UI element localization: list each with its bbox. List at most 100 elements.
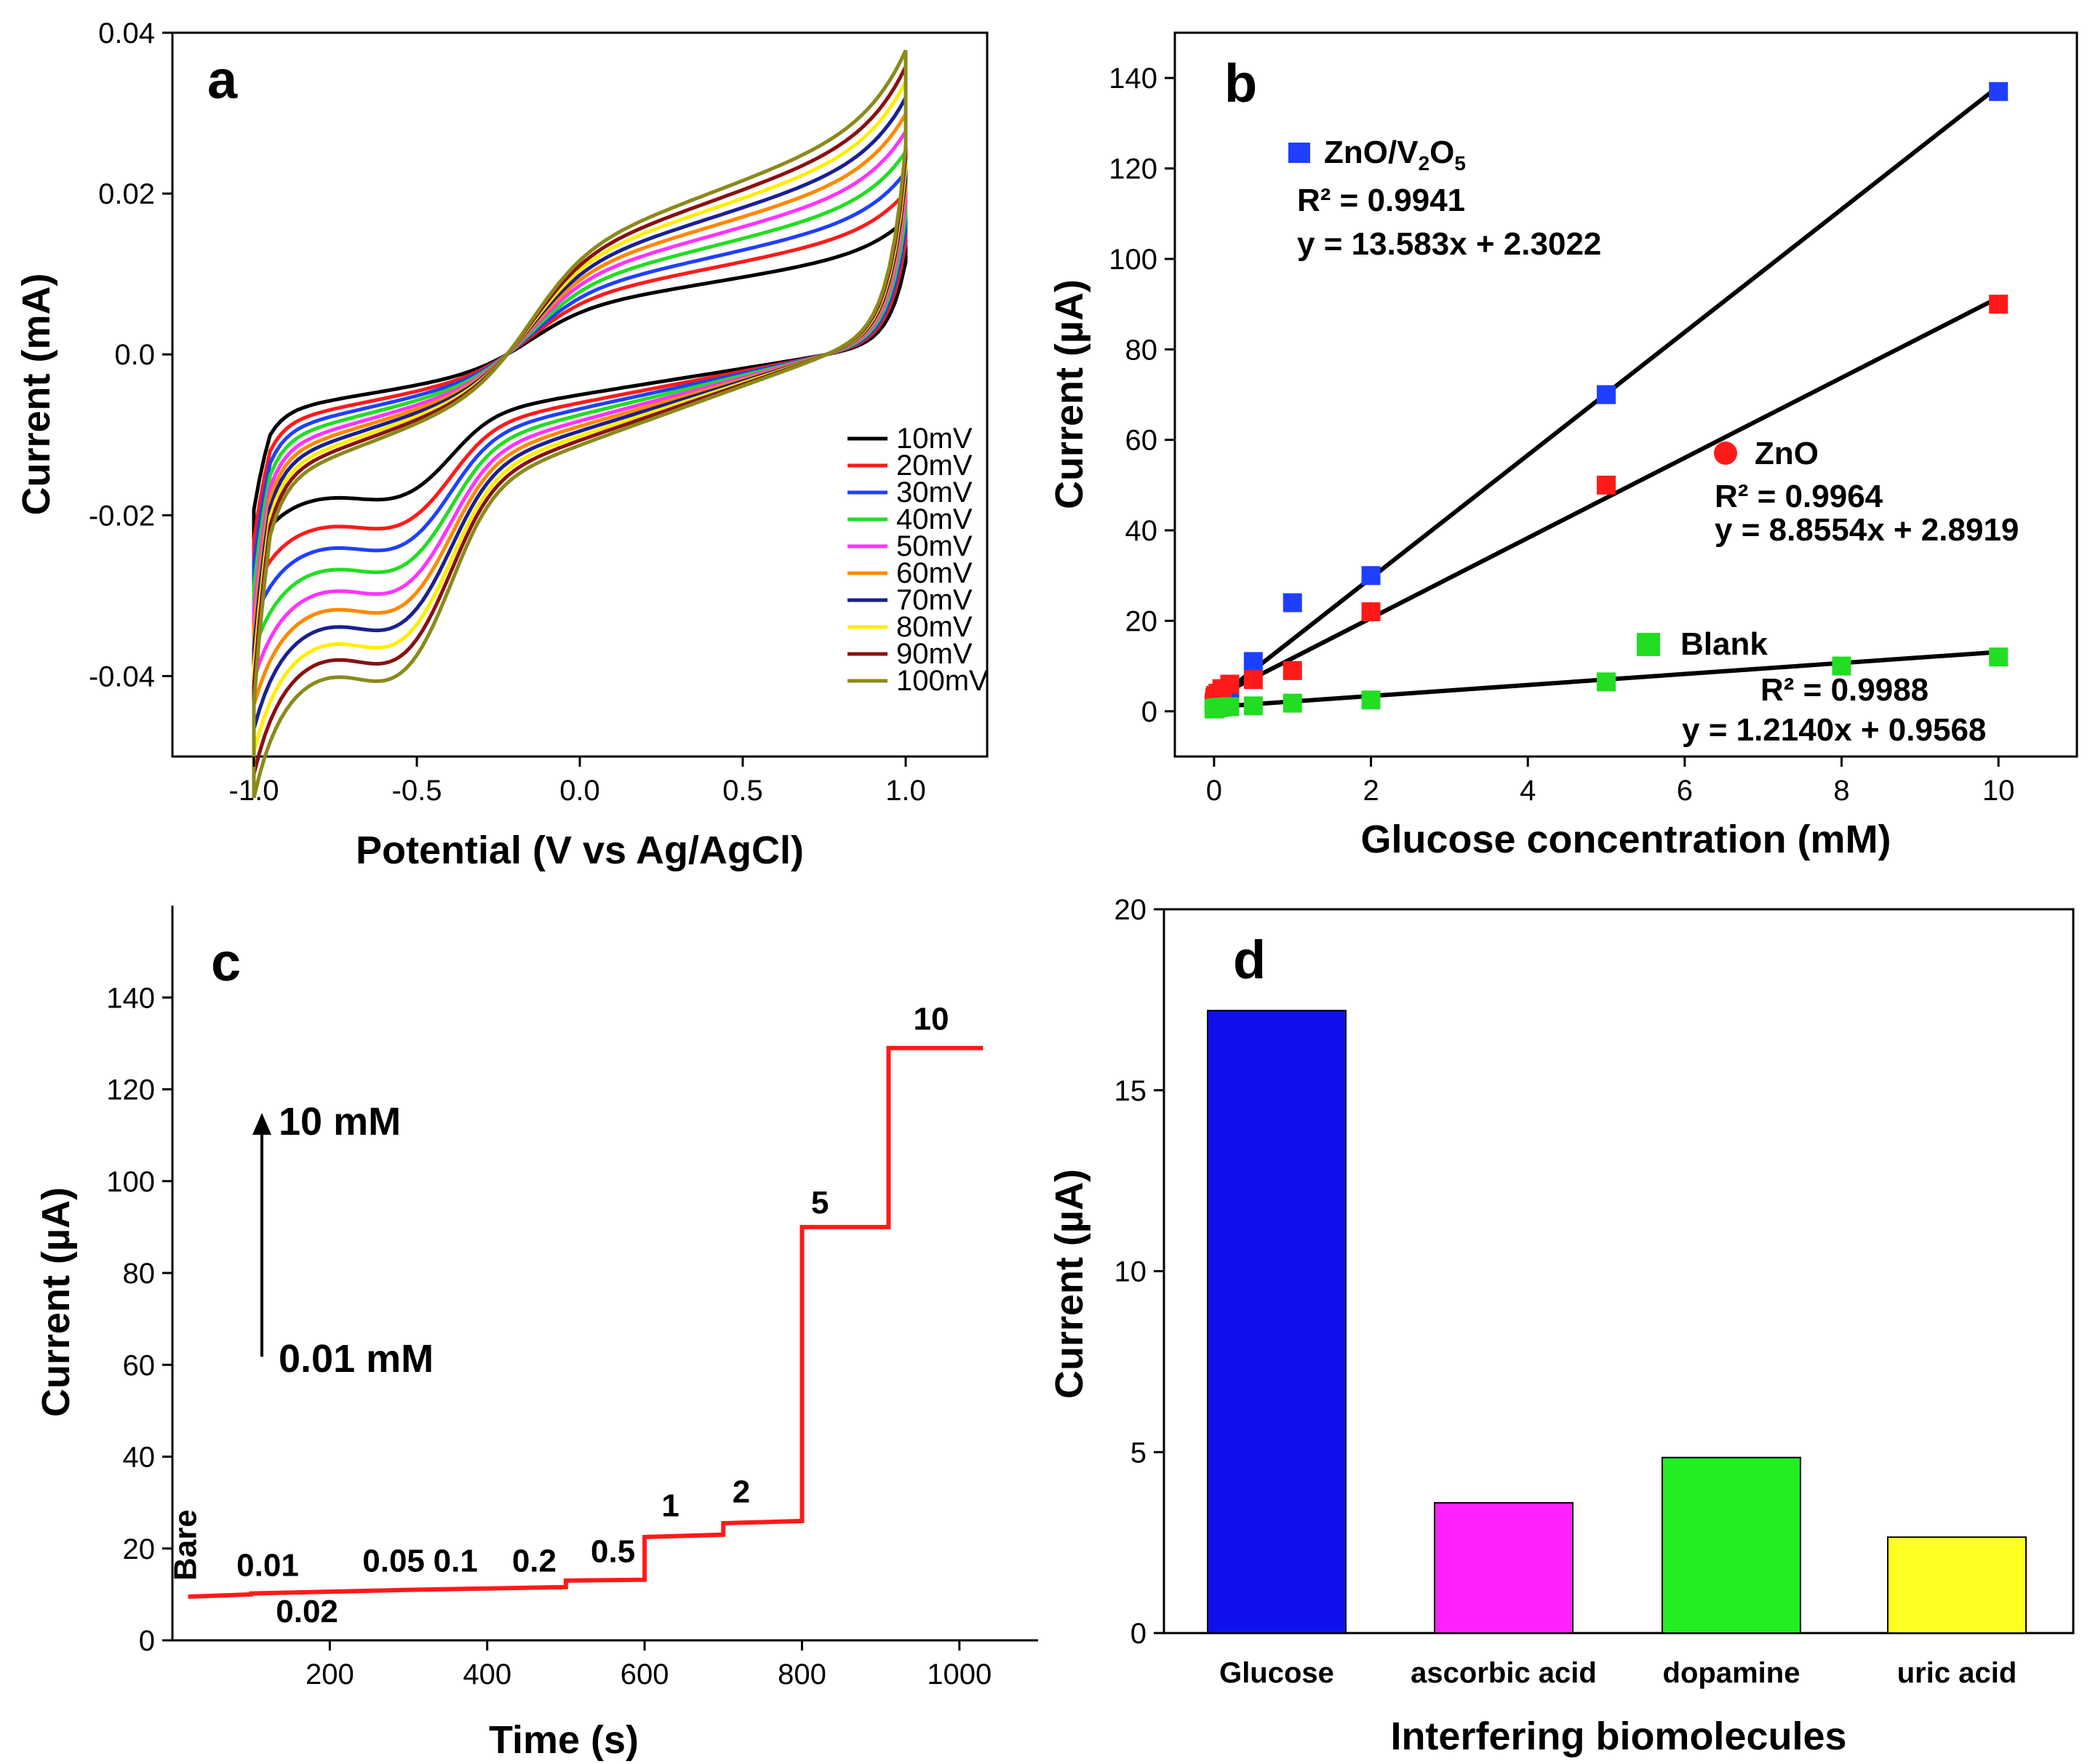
- b-ytick-label: 80: [1125, 334, 1158, 366]
- b-xtick-label: 6: [1677, 775, 1693, 807]
- step-label-1: 1: [661, 1488, 679, 1524]
- point-Blank: [1220, 697, 1240, 717]
- c-xtick-label: 800: [778, 1659, 826, 1691]
- panel-b-xticks: 0 2 4 6 8 10: [1206, 757, 2014, 807]
- panel-a-xlabel: Potential (V vs Ag/AgCl): [356, 829, 804, 872]
- panel-a-yticks: -0.04 -0.02 0.0 0.02 0.04: [89, 17, 172, 693]
- a-xtick-label: -1.0: [229, 775, 279, 807]
- c-ytick-label: 40: [123, 1442, 156, 1474]
- step-label-5: 5: [811, 1185, 829, 1221]
- step-label-0.01: 0.01: [236, 1548, 299, 1584]
- step-label-10: 10: [914, 1001, 949, 1037]
- point-ZnO: [1597, 475, 1616, 495]
- c-ytick-label: 140: [106, 982, 155, 1014]
- c-xtick-label: 600: [621, 1659, 669, 1691]
- a-ytick-label: 0.02: [98, 178, 155, 210]
- blank-r2: R² = 0.9988: [1760, 672, 1929, 708]
- d-ytick-label: 10: [1114, 1256, 1147, 1288]
- legend-label-30mV: 30mV: [896, 476, 973, 508]
- a-ytick-label: 0.0: [114, 339, 155, 371]
- panel-c-yticks: 0 20 40 60 80 100 120 140: [106, 982, 172, 1657]
- panel-a: -1.0 -0.5 0.0 0.5 1.0 -0.04-0.020.00.020.04 …: [15, 17, 989, 872]
- panel-d: 0 5 10 15 20 Glucose ascorbic acid dopamine uri…: [1048, 894, 2075, 1758]
- point-Blank: [1243, 696, 1263, 716]
- znov-legend-name: ZnO/V2O5: [1324, 135, 1466, 175]
- panel-c-plot: [188, 1045, 984, 1599]
- step-label-Bare: Bare: [167, 1509, 203, 1581]
- c-ytick-label: 120: [106, 1074, 155, 1106]
- a-xtick-label: -0.5: [392, 775, 442, 807]
- b-ytick-label: 0: [1141, 696, 1157, 728]
- panel-c-step-labels: Bare 0.01 0.02 0.05 0.1 0.2 0.5 1 2 5 10: [167, 1001, 949, 1629]
- point-Blank: [1597, 672, 1616, 692]
- legend-label-80mV: 80mV: [896, 611, 973, 643]
- d-category-label: uric acid: [1897, 1657, 2017, 1689]
- c-ytick-label: 80: [123, 1258, 156, 1290]
- current-staircase: [188, 1045, 984, 1599]
- panel-a-curves: [252, 49, 908, 799]
- a-xtick-label: 0.5: [722, 775, 763, 807]
- bar-Glucose: [1207, 1010, 1347, 1635]
- point-ZnO/V2O5: [1361, 566, 1381, 586]
- legend-label-50mV: 50mV: [896, 530, 973, 562]
- panel-b-xlabel: Glucose concentration (mM): [1360, 818, 1891, 861]
- legend-label-40mV: 40mV: [896, 503, 973, 535]
- panel-b-label: b: [1224, 53, 1257, 113]
- panel-b-ylabel: Current (µA): [1048, 279, 1091, 509]
- c-ytick-label: 20: [123, 1533, 156, 1565]
- panel-d-xlabel: Interfering biomolecules: [1390, 1715, 1846, 1758]
- panel-c-xlabel: Time (s): [489, 1718, 639, 1762]
- point-Blank: [1989, 647, 2009, 667]
- cv-curve-40mV: [252, 145, 908, 651]
- c-ytick-label: 0: [139, 1625, 155, 1657]
- b-ytick-label: 140: [1109, 63, 1157, 95]
- znov-sub1: 2: [1419, 152, 1430, 175]
- znov-eq: y = 13.583x + 2.3022: [1297, 226, 1601, 262]
- b-ytick-label: 120: [1109, 153, 1157, 185]
- step-label-0.2: 0.2: [512, 1543, 557, 1579]
- point-ZnO: [1989, 295, 2009, 314]
- c-ytick-label: 60: [123, 1349, 156, 1381]
- point-ZnO: [1283, 660, 1302, 680]
- arrow-bottom-label: 0.01 mM: [279, 1337, 434, 1381]
- blank-name: Blank: [1680, 626, 1768, 662]
- a-xtick-label: 0.0: [559, 775, 600, 807]
- point-Blank: [1283, 693, 1302, 713]
- d-ytick-label: 15: [1114, 1075, 1147, 1107]
- point-ZnO: [1243, 670, 1263, 690]
- concentration-arrow-head: [252, 1113, 271, 1135]
- b-xtick-label: 2: [1363, 775, 1379, 807]
- panel-a-xticks: -1.0 -0.5 0.0 0.5 1.0: [229, 757, 926, 807]
- panel-d-xticks: Glucose ascorbic acid dopamine uric acid: [1219, 1657, 2017, 1689]
- bar-uric-acid: [1887, 1536, 2027, 1635]
- panel-a-legend: 10mV20mV30mV40mV50mV60mV70mV80mV90mV100m…: [847, 423, 989, 697]
- d-category-label: ascorbic acid: [1411, 1657, 1597, 1689]
- b-xtick-label: 0: [1206, 775, 1222, 807]
- step-label-0.02: 0.02: [276, 1594, 338, 1629]
- a-ytick-label: -0.02: [89, 500, 155, 532]
- b-xtick-label: 4: [1520, 775, 1536, 807]
- legend-label-70mV: 70mV: [896, 584, 973, 616]
- arrow-top-label: 10 mM: [279, 1100, 401, 1144]
- znov-mid: O: [1429, 135, 1454, 170]
- cv-curve-30mV: [252, 167, 908, 621]
- legend-label-10mV: 10mV: [896, 423, 973, 455]
- legend-label-20mV: 20mV: [896, 450, 973, 482]
- cv-curve-20mV: [252, 187, 908, 592]
- point-Blank: [1832, 656, 1851, 676]
- b-ytick-label: 60: [1125, 425, 1158, 457]
- panel-b-frame: [1173, 31, 2078, 758]
- d-ytick-label: 5: [1130, 1437, 1146, 1469]
- znov-legend-marker: [1288, 143, 1310, 163]
- step-label-0.5: 0.5: [591, 1534, 635, 1570]
- a-ytick-label: 0.04: [98, 17, 155, 49]
- panel-b-yticks: 0 20 40 60 80 100 120 140: [1109, 63, 1175, 728]
- panel-c-xticks: 200 400 600 800 1000: [306, 1640, 992, 1691]
- step-label-2: 2: [733, 1474, 750, 1510]
- bar-ascorbic-acid: [1434, 1501, 1574, 1634]
- b-ytick-label: 20: [1125, 605, 1158, 637]
- point-Blank: [1361, 690, 1381, 710]
- a-xtick-label: 1.0: [885, 775, 926, 807]
- d-category-label: Glucose: [1219, 1657, 1334, 1689]
- zno-name: ZnO: [1755, 436, 1819, 471]
